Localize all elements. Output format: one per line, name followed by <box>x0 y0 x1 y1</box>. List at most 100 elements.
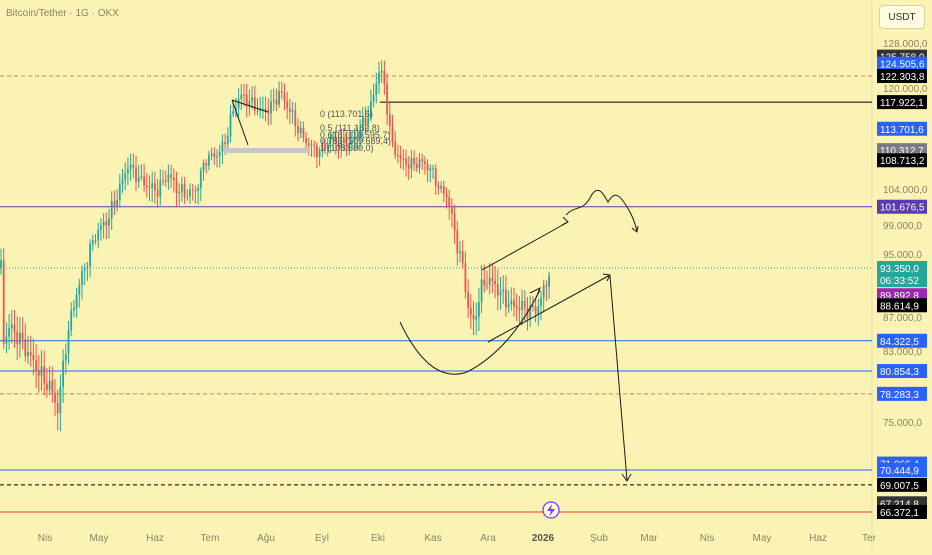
arrow-head <box>561 216 569 226</box>
price-tag: 78.283,3 <box>880 390 919 401</box>
price-tag: 113.701,6 <box>880 125 924 136</box>
candle-body <box>405 158 407 165</box>
candle-body <box>232 111 235 115</box>
price-tick: 75.000,0 <box>883 418 922 429</box>
candle-body <box>221 142 224 153</box>
price-tag: 84.322,5 <box>880 337 919 348</box>
candle-body <box>426 163 429 171</box>
price-tick: 87.000,0 <box>883 313 922 324</box>
candle-body <box>270 101 272 114</box>
fib-label: 0.5 (111.162,8) <box>320 123 380 133</box>
candle-body <box>13 324 16 332</box>
candle-body <box>208 155 210 166</box>
candle-body <box>329 138 332 144</box>
candle-body <box>164 181 167 183</box>
candle-body <box>264 108 267 110</box>
candle-body <box>364 118 367 125</box>
currency-unit-button[interactable]: USDT <box>879 5 925 29</box>
candle-body <box>499 291 502 296</box>
candle-body <box>448 197 451 207</box>
candle-body <box>175 180 178 193</box>
arrow-head <box>529 286 541 299</box>
price-tag-bg <box>877 153 927 168</box>
candle-body <box>19 332 21 345</box>
candles-group <box>0 60 550 432</box>
candle-body <box>440 186 442 189</box>
channel-lower <box>487 274 611 343</box>
candle-body <box>181 184 183 192</box>
candle-body <box>178 191 181 193</box>
candle-body <box>421 159 424 162</box>
candle-body <box>32 355 35 361</box>
candle-body <box>124 173 127 180</box>
candle-body <box>548 275 550 287</box>
candle-body <box>483 279 486 286</box>
candle-body <box>415 163 418 169</box>
candle-body <box>256 110 259 112</box>
candle-body <box>510 300 513 305</box>
candle-body <box>37 371 40 376</box>
price-tag: 70.444,9 <box>880 466 919 477</box>
price-tag-bg <box>877 69 927 84</box>
candle-body <box>245 94 248 106</box>
candle-body <box>407 164 410 169</box>
time-tick: Tem <box>201 533 220 544</box>
symbol-title: Bitcoin/Tether · 1G · OKX <box>6 8 119 19</box>
candle-body <box>310 144 313 146</box>
candle-body <box>469 307 472 315</box>
candle-body <box>356 137 359 139</box>
candle-body <box>156 190 159 197</box>
time-tick: 2026 <box>532 533 555 544</box>
candle-body <box>159 180 162 197</box>
price-tick: 95.000,0 <box>883 250 922 261</box>
price-tag: 80.854,3 <box>880 367 919 378</box>
candle-body <box>218 152 221 156</box>
candle-body <box>8 328 10 337</box>
candle-body <box>494 280 496 285</box>
time-tick: May <box>90 533 109 544</box>
candle-body <box>467 291 469 308</box>
price-tick: 120.000,0 <box>883 84 928 95</box>
candle-body <box>56 402 59 414</box>
candle-body <box>464 263 467 292</box>
candle-body <box>410 157 413 169</box>
price-tick: 99.000,0 <box>883 221 922 232</box>
candle-body <box>151 183 154 189</box>
price-tag-bg <box>877 260 927 275</box>
price-tag: 06:33:52 <box>880 276 919 287</box>
candle-body <box>89 244 91 267</box>
price-tag: 117.922,1 <box>880 98 924 109</box>
candle-body <box>391 126 394 142</box>
candle-body <box>324 143 326 151</box>
price-tag: 66.372,1 <box>880 508 919 519</box>
time-tick: Kas <box>424 533 441 544</box>
candle-body <box>62 360 64 387</box>
candle-body <box>278 91 280 105</box>
candle-body <box>132 164 135 168</box>
drawing-annotations <box>231 99 639 482</box>
candle-body <box>297 126 299 134</box>
candle-body <box>129 164 132 169</box>
candle-body <box>29 351 32 356</box>
price-tag: 88.614,9 <box>880 301 919 312</box>
candle-body <box>135 167 137 182</box>
price-tag: 69.007,5 <box>880 481 919 492</box>
price-tag: 122.303,8 <box>880 72 925 83</box>
candle-body <box>437 185 440 189</box>
candle-body <box>456 230 459 254</box>
candle-body <box>307 143 310 146</box>
candle-body <box>334 138 337 143</box>
price-tag-bg <box>877 199 927 214</box>
price-tag-bg <box>877 462 927 477</box>
candle-body <box>59 386 62 414</box>
small-drawing <box>231 99 269 146</box>
candle-body <box>75 294 78 308</box>
price-tick: 104.000,0 <box>883 185 928 196</box>
fib-label: 0.618 (110.595,7) <box>320 130 390 140</box>
candle-body <box>78 284 81 295</box>
candle-body <box>316 145 318 157</box>
candle-body <box>532 305 534 307</box>
price-tag: 93.350,0 <box>880 264 919 275</box>
